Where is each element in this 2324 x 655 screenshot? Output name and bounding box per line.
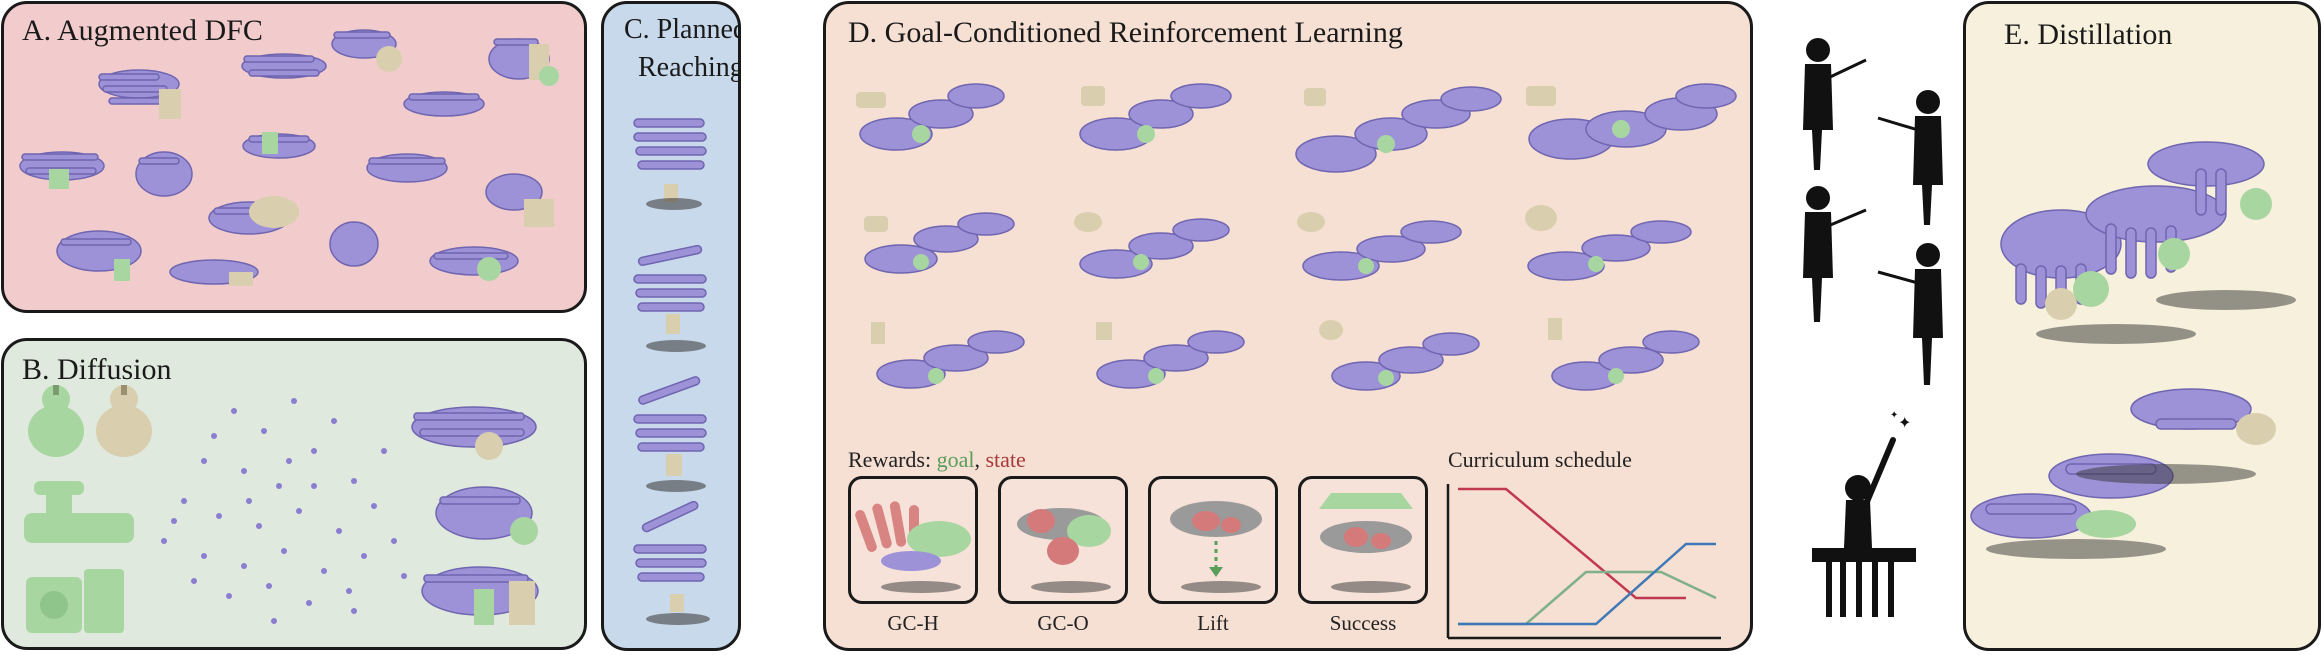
rewards-goal-word: goal bbox=[936, 447, 975, 472]
object-box-icon bbox=[26, 569, 124, 633]
reward-box-success bbox=[1298, 476, 1428, 604]
reward-label-success: Success bbox=[1329, 611, 1397, 635]
panel-c-title-line1: C. Planned bbox=[624, 14, 741, 45]
teacher-icon bbox=[1803, 186, 1867, 322]
reward-box-gc-o bbox=[998, 476, 1128, 604]
rewards-legend: Rewards: goal, state bbox=[848, 447, 1026, 473]
distillation-illustration bbox=[1970, 141, 2296, 559]
panel-c-title-line2: Reaching bbox=[638, 52, 741, 83]
gc-h-illustration bbox=[855, 501, 971, 593]
panel-b-title: B. Diffusion bbox=[22, 353, 172, 386]
panel-diffusion: B. Diffusion bbox=[1, 338, 587, 650]
curve-blue bbox=[1458, 542, 1716, 626]
rewards-state-word: state bbox=[985, 447, 1026, 472]
panel-augmented-dfc: A. Augmented DFC bbox=[1, 1, 587, 313]
panel-planned-reaching: C. Planned Reaching bbox=[601, 1, 741, 651]
rewards-separator: , bbox=[974, 447, 986, 472]
panel-d-title: D. Goal-Conditioned Reinforcement Learni… bbox=[848, 16, 1403, 49]
gc-o-illustration bbox=[1017, 508, 1111, 593]
panel-a-title: A. Augmented DFC bbox=[22, 14, 263, 47]
object-pear-tan-icon bbox=[96, 385, 152, 457]
rewards-prefix: Rewards: bbox=[848, 447, 937, 472]
teacher-icon bbox=[1877, 243, 1943, 385]
curriculum-title: Curriculum schedule bbox=[1448, 447, 1632, 472]
diffusion-illustration bbox=[24, 385, 539, 633]
reward-label-gc-o: GC-O bbox=[1037, 611, 1089, 635]
reaching-sequence-illustration bbox=[633, 118, 710, 625]
object-pear-green-icon bbox=[28, 385, 84, 457]
reward-box-gc-h bbox=[848, 476, 978, 604]
curve-green bbox=[1458, 570, 1717, 626]
teacher-icon bbox=[1803, 38, 1867, 170]
curve-red bbox=[1458, 487, 1686, 600]
svg-text:✦: ✦ bbox=[1898, 415, 1911, 432]
reward-label-gc-h: GC-H bbox=[887, 611, 939, 635]
student-at-desk-icon: ✦ ✦ bbox=[1812, 410, 1916, 617]
lift-illustration bbox=[1170, 501, 1262, 593]
reward-box-lift bbox=[1148, 476, 1278, 604]
object-stamp-icon bbox=[24, 481, 134, 543]
augmented-grasps-illustration bbox=[19, 29, 559, 286]
teacher-icon bbox=[1877, 90, 1943, 225]
panel-goal-conditioned-rl: D. Goal-Conditioned Reinforcement Learni… bbox=[823, 1, 1753, 651]
rl-rollouts-grid bbox=[856, 83, 1737, 391]
reward-label-lift: Lift bbox=[1197, 611, 1229, 635]
panel-e-title: E. Distillation bbox=[2004, 18, 2173, 51]
panel-distillation: E. Distillation bbox=[1963, 1, 2321, 651]
success-illustration bbox=[1319, 493, 1413, 593]
svg-text:✦: ✦ bbox=[1890, 410, 1898, 421]
noise-points bbox=[161, 398, 407, 624]
